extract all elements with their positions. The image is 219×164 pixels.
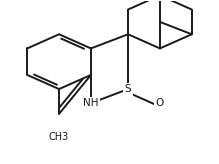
- Text: CH3: CH3: [49, 132, 69, 142]
- Text: S: S: [125, 84, 131, 94]
- Text: NH: NH: [83, 98, 99, 108]
- Text: O: O: [156, 98, 164, 108]
